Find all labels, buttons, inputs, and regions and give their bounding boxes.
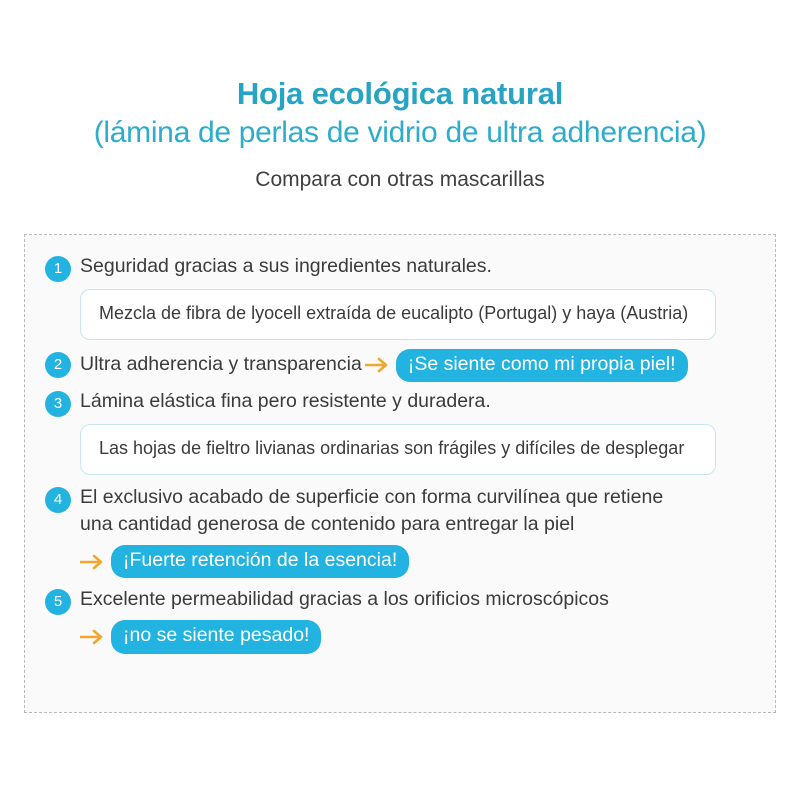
feature-text-3: Lámina elástica fina pero resistente y d… [80, 390, 491, 413]
feature-item-4: 4 El exclusivo acabado de superficie con… [45, 484, 755, 581]
feature-item-5: 5 Excelente permeabilidad gracias a los … [45, 586, 755, 655]
feature-body-1: Seguridad gracias a sus ingredientes nat… [80, 253, 755, 281]
feature-badge-1: 1 [45, 256, 71, 282]
arrow-right-icon [80, 629, 106, 645]
feature-text-4: El exclusivo acabado de superficie con f… [80, 485, 664, 536]
feature-pill-5: ¡no se siente pesado! [111, 620, 322, 654]
feature-badge-5: 5 [45, 589, 71, 616]
feature-text-5: Excelente permeabilidad gracias a los or… [80, 588, 609, 611]
feature-text-1: Seguridad gracias a sus ingredientes nat… [80, 255, 492, 277]
compare-heading: Compara con otras mascarillas [255, 167, 545, 191]
feature-item-3: 3 Lámina elástica fina pero resistente y… [45, 388, 755, 418]
page-title: Hoja ecológica natural [236, 76, 564, 111]
arrow-right-icon [80, 554, 106, 570]
feature-badge-2: 2 [45, 351, 71, 378]
feature-pill-4: ¡Fuerte retención de la esencia! [111, 544, 410, 579]
feature-item-2: 2 Ultra adherencia y transparencia ¡Se s… [45, 348, 755, 383]
page-subtitle: (lámina de perlas de vidrio de ultra adh… [93, 115, 707, 149]
page-header: Hoja ecológica natural (lámina de perlas… [0, 0, 800, 192]
feature-note-1: Mezcla de fibra de lyocell extraída de e… [80, 289, 716, 340]
feature-body-2: Ultra adherencia y transparencia ¡Se sie… [80, 348, 755, 383]
feature-body-5: Excelente permeabilidad gracias a los or… [80, 586, 755, 655]
feature-callout-4: ¡Fuerte retención de la esencia! [80, 544, 755, 579]
feature-text-2: Ultra adherencia y transparencia [80, 353, 362, 376]
features-panel: 1 Seguridad gracias a sus ingredientes n… [24, 234, 776, 713]
feature-item-1: 1 Seguridad gracias a sus ingredientes n… [45, 253, 755, 282]
feature-pill-2: ¡Se siente como mi propia piel! [395, 348, 688, 383]
feature-body-3: Lámina elástica fina pero resistente y d… [80, 388, 755, 416]
feature-note-3: Las hojas de fieltro livianas ordinarias… [80, 424, 716, 475]
arrow-right-icon [364, 357, 391, 373]
feature-badge-4: 4 [45, 486, 71, 513]
feature-badge-3: 3 [45, 391, 71, 418]
feature-body-4: El exclusivo acabado de superficie con f… [80, 484, 755, 581]
feature-callout-5: ¡no se siente pesado! [80, 620, 755, 654]
feature-inline-row-2: Ultra adherencia y transparencia ¡Se sie… [80, 348, 755, 383]
